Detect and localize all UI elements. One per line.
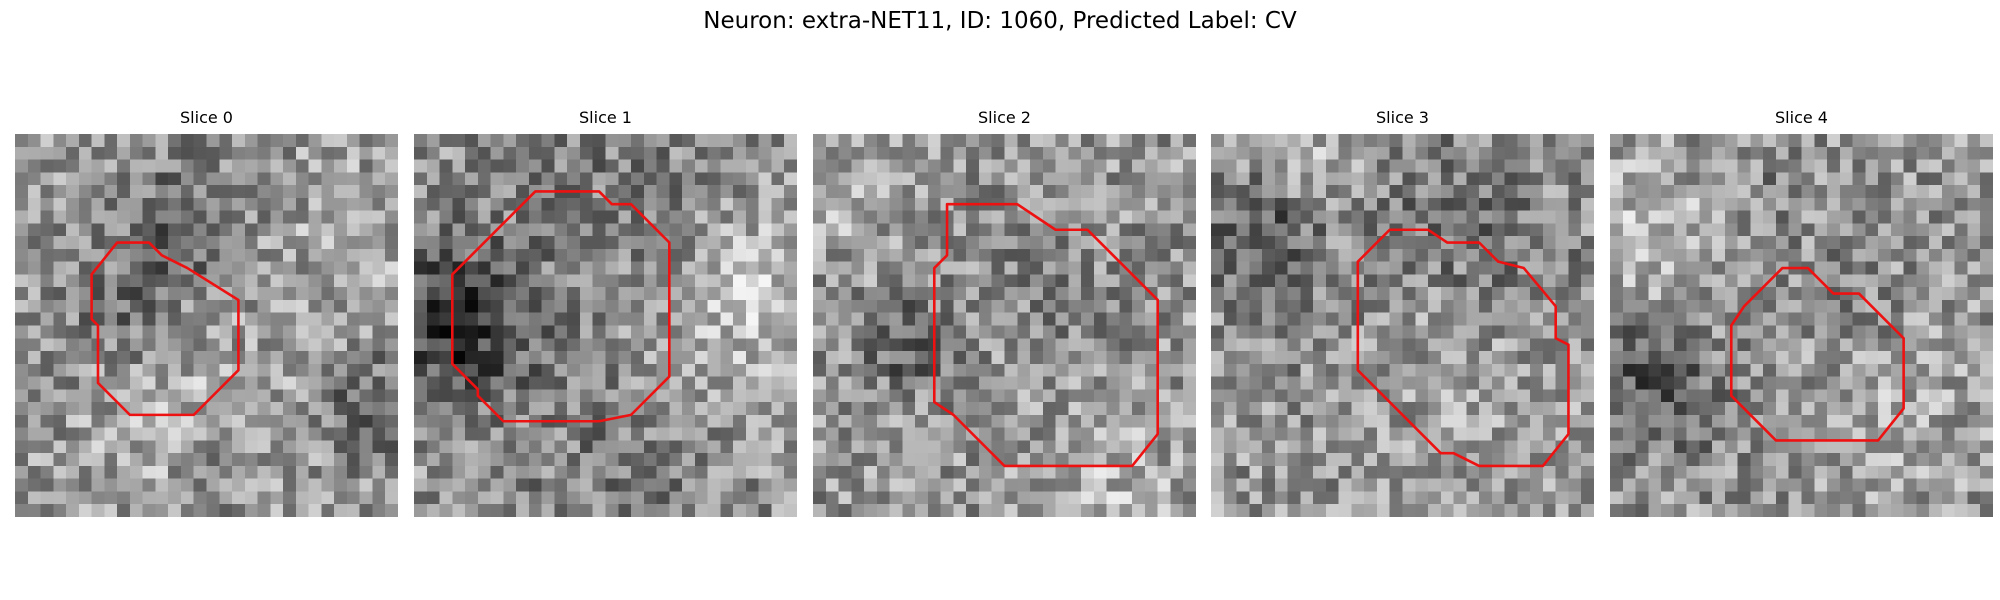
neuron-contour — [1211, 134, 1594, 517]
slice-panel-4: Slice 4 — [1610, 108, 1993, 521]
slice-image — [813, 134, 1196, 517]
slice-image — [15, 134, 398, 517]
neuron-contour — [1610, 134, 1993, 517]
slice-title: Slice 3 — [1376, 108, 1429, 127]
contour-outline — [1731, 268, 1903, 440]
slice-title: Slice 0 — [180, 108, 233, 127]
neuron-contour — [15, 134, 398, 517]
contour-outline — [92, 243, 239, 415]
contour-outline — [934, 204, 1157, 466]
slice-panel-2: Slice 2 — [813, 108, 1196, 521]
neuron-contour — [813, 134, 1196, 517]
slice-title: Slice 2 — [978, 108, 1031, 127]
slice-panel-3: Slice 3 — [1211, 108, 1594, 521]
contour-outline — [452, 191, 669, 421]
figure-title: Neuron: extra-NET11, ID: 1060, Predicted… — [703, 8, 1297, 34]
slice-panel-1: Slice 1 — [414, 108, 797, 521]
neuron-contour — [414, 134, 797, 517]
slice-image — [1610, 134, 1993, 517]
slice-panel-0: Slice 0 — [15, 108, 398, 521]
contour-outline — [1358, 230, 1569, 466]
slice-image — [1211, 134, 1594, 517]
slice-title: Slice 4 — [1775, 108, 1828, 127]
slice-title: Slice 1 — [579, 108, 632, 127]
